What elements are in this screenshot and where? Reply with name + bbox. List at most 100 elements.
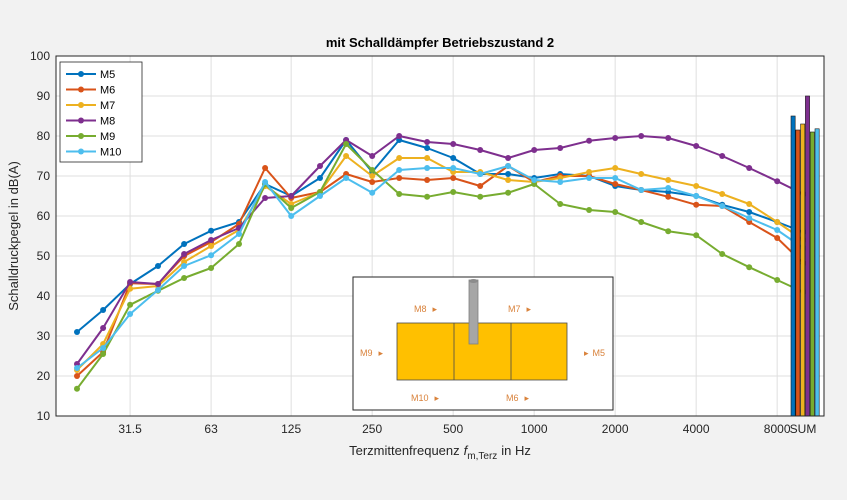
data-point	[557, 179, 564, 185]
data-point	[477, 193, 484, 200]
data-point	[424, 165, 431, 171]
data-point	[208, 265, 215, 271]
data-point	[396, 133, 403, 139]
data-point	[317, 163, 323, 169]
x-axis-label-subscript: m,Terz	[467, 451, 497, 462]
data-point	[208, 237, 215, 243]
data-point	[450, 141, 457, 147]
data-point	[612, 165, 619, 171]
x-tick-label: 250	[362, 422, 382, 436]
data-point	[127, 301, 134, 308]
data-point	[505, 177, 512, 183]
data-point	[155, 287, 161, 293]
y-axis-label: Schalldruckpegel in dB(A)	[6, 161, 21, 311]
data-point	[396, 175, 403, 181]
legend-item-m7: M7	[66, 100, 115, 112]
series-line-m5	[76, 139, 804, 333]
data-point	[155, 281, 161, 287]
data-point	[288, 193, 295, 199]
data-point	[665, 135, 672, 141]
data-point	[719, 203, 726, 209]
data-point	[262, 179, 269, 185]
data-point	[638, 219, 645, 225]
series-line-m8	[76, 135, 804, 365]
data-point	[181, 275, 188, 281]
data-point	[746, 165, 753, 171]
data-point	[317, 193, 323, 199]
x-tick-label: 125	[281, 422, 301, 436]
data-point	[450, 175, 457, 181]
data-point	[317, 175, 323, 181]
data-point	[586, 137, 593, 144]
data-point	[612, 175, 619, 181]
inset-silencer-box	[396, 322, 568, 381]
data-point	[74, 385, 80, 392]
data-point	[774, 235, 781, 241]
data-point	[424, 139, 431, 145]
data-point	[665, 193, 672, 200]
sum-bar-m9	[809, 131, 815, 417]
x-tick-labels: 31.5 63 125 250 500 1000 2000 4000 8000	[118, 422, 790, 436]
data-point	[369, 179, 376, 185]
data-point	[665, 177, 672, 183]
data-point	[208, 243, 215, 249]
data-point	[746, 215, 753, 221]
data-point	[505, 155, 512, 161]
legend-marker	[78, 71, 84, 77]
data-point	[477, 171, 484, 177]
sum-bar-m7	[800, 123, 806, 417]
legend-label: M8	[100, 116, 115, 128]
series-lines	[74, 133, 807, 392]
data-point	[612, 209, 619, 215]
data-point	[100, 345, 107, 351]
data-point	[369, 173, 376, 179]
x-tick-label: 2000	[602, 422, 629, 436]
data-point	[127, 285, 134, 292]
data-point	[586, 175, 593, 181]
legend-label: M5	[100, 69, 115, 81]
y-tick-label: 20	[37, 369, 51, 383]
data-point	[262, 195, 269, 201]
data-point	[586, 207, 593, 213]
series-line-m9	[76, 143, 804, 390]
data-point	[477, 147, 484, 153]
data-point	[638, 133, 645, 139]
x-tick-label: 500	[443, 422, 463, 436]
data-point	[424, 193, 431, 200]
data-point	[450, 165, 457, 171]
legend-label: M10	[100, 147, 121, 159]
series-m10	[74, 163, 807, 371]
data-point	[343, 153, 350, 159]
data-point	[505, 189, 512, 196]
data-point	[693, 143, 700, 149]
data-point	[74, 373, 80, 379]
data-point	[424, 145, 431, 151]
series-m9	[74, 141, 807, 392]
data-point	[100, 307, 107, 313]
y-tick-label: 40	[37, 289, 51, 303]
legend-item-m9: M9	[66, 131, 115, 143]
data-point	[505, 171, 512, 177]
data-point	[288, 205, 295, 211]
series-m7	[74, 153, 807, 373]
data-point	[127, 279, 134, 285]
data-point	[100, 325, 107, 331]
y-tick-label: 80	[37, 129, 51, 143]
data-point	[693, 201, 700, 208]
x-axis-label-text: Terzmittenfrequenz	[349, 443, 460, 458]
data-point	[746, 209, 753, 215]
sum-bar-m6	[795, 129, 801, 417]
legend-label: M6	[100, 85, 115, 97]
x-tick-label: 1000	[521, 422, 548, 436]
x-tick-label: 63	[204, 422, 218, 436]
data-point	[236, 231, 242, 237]
inset-label-m9: M9 ▸	[360, 348, 384, 358]
inset-label-m10: M10 ▸	[411, 393, 440, 403]
y-tick-label: 100	[30, 49, 50, 63]
data-point	[369, 153, 376, 159]
legend: M5 M6 M7 M8 M9 M10	[59, 61, 143, 163]
legend-marker	[78, 133, 84, 139]
legend-marker	[78, 86, 84, 93]
inset-label-m7: M7 ▸	[508, 304, 532, 314]
data-point	[424, 155, 431, 161]
